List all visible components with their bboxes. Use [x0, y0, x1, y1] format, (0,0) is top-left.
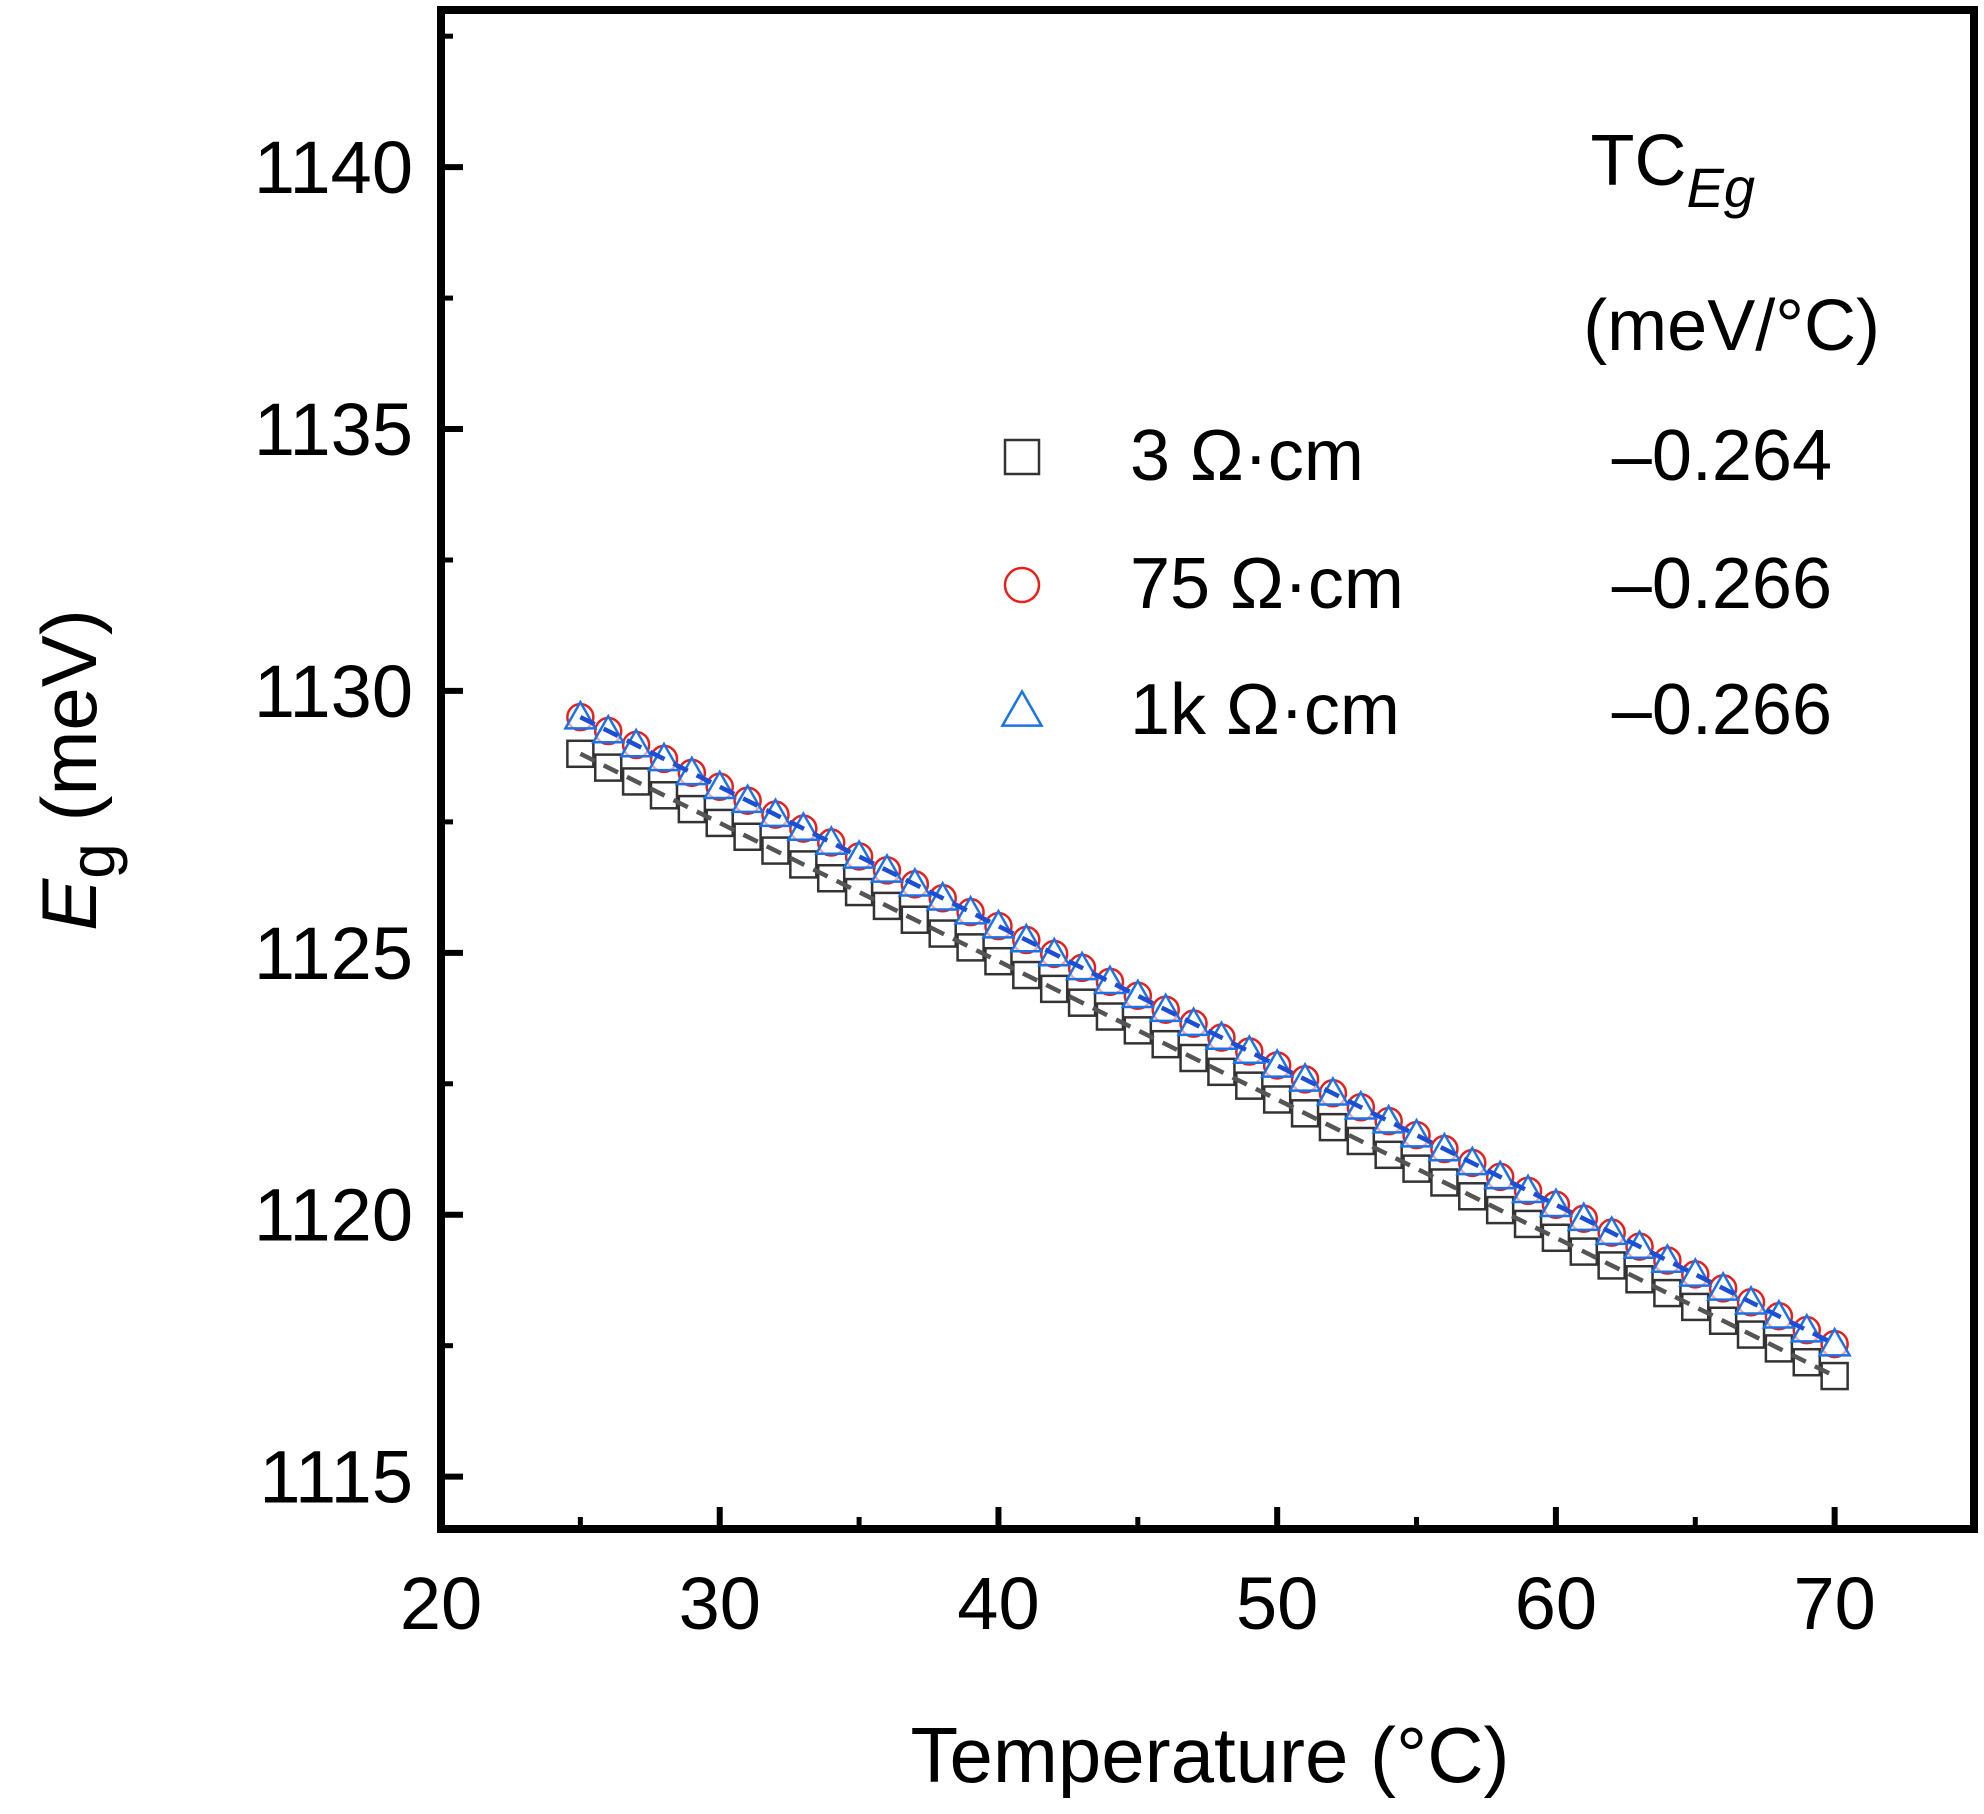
data-point-square: [1653, 1278, 1682, 1308]
data-point-square: [816, 863, 846, 893]
data-point-square: [1597, 1251, 1626, 1280]
y-tick-label: 1135: [254, 388, 413, 471]
legend-items: 3 Ω·cm –0.264 75 Ω·cm –0.266 1k Ω·cm –0.266: [1000, 416, 1832, 750]
data-point-square: [1625, 1265, 1654, 1294]
data-point-square: [1708, 1306, 1738, 1335]
series-triangle: [563, 699, 1852, 1357]
data-point-square: [1820, 1361, 1849, 1391]
legend-label: 3 Ω·cm: [1130, 416, 1364, 496]
legend-tc-value: –0.266: [1612, 670, 1832, 750]
y-tick-label: 1125: [254, 912, 413, 995]
data-point-square: [1681, 1292, 1710, 1322]
y-axis-title: Eg (meV): [25, 609, 128, 931]
data-point-square: [956, 933, 985, 962]
data-point-square: [621, 767, 651, 796]
data-point-square: [677, 794, 707, 824]
axes: 20 30 40 50 60 70 1115 1120 1125 1130 1135 1140: [254, 33, 1876, 1645]
y-axis-symbol: E: [25, 878, 113, 931]
plot-frame: [437, 6, 1978, 1533]
legend: TCEg (meV/°C) 3 Ω·cm –0.264 75 Ω·cm –0.266 1…: [1000, 121, 1880, 750]
x-tick-label: 30: [679, 1562, 761, 1645]
data-point-square: [761, 836, 790, 865]
data-point-square: [789, 850, 818, 879]
data-point-square: [1262, 1085, 1292, 1114]
data-point-square: [1039, 974, 1069, 1004]
data-point-square: [1485, 1195, 1515, 1225]
data-point-square: [566, 739, 595, 769]
x-tick-label: 70: [1793, 1562, 1875, 1645]
x-tick-label: 40: [957, 1562, 1039, 1645]
y-tick-label: 1140: [254, 126, 413, 209]
legend-header-subscript: Eg: [1687, 156, 1756, 219]
data-point-triangle: [1817, 1326, 1852, 1357]
y-tick-label: 1130: [254, 650, 413, 733]
data-point-square: [1067, 988, 1097, 1017]
data-point-square: [928, 919, 957, 948]
y-axis-subscript: g: [56, 843, 128, 879]
y-axis-unit: (meV): [25, 609, 113, 843]
legend-marker-circle: [1003, 566, 1041, 604]
legend-tc-value: –0.266: [1612, 544, 1832, 624]
data-point-square: [705, 808, 734, 838]
legend-header-main: TC: [1591, 121, 1687, 201]
x-tick-label: 20: [400, 1562, 482, 1645]
data-point-square: [1430, 1168, 1459, 1197]
data-point-square: [1179, 1043, 1208, 1073]
data-point-square: [593, 753, 623, 782]
data-point-square: [1374, 1140, 1403, 1170]
data-point-square: [1736, 1320, 1766, 1349]
data-point-square: [1458, 1182, 1487, 1211]
data-point-square: [1095, 1002, 1125, 1031]
x-axis-title: Temperature (°C): [910, 1711, 1509, 1799]
data-point-square: [844, 877, 874, 907]
data-point-square: [1402, 1154, 1431, 1183]
data-point-square: [872, 891, 902, 921]
data-point-square: [1569, 1237, 1599, 1266]
data-point-square: [900, 905, 930, 934]
data-point-square: [1513, 1209, 1543, 1239]
plot-area: [563, 699, 1852, 1391]
legend-marker-square: [1003, 438, 1041, 476]
legend-tc-value: –0.264: [1612, 416, 1832, 496]
legend-header-unit: (meV/°C): [1583, 286, 1880, 366]
data-point-square: [1012, 960, 1041, 990]
legend-header: TCEg: [1591, 121, 1755, 219]
data-point-square: [649, 781, 679, 810]
data-point-square: [733, 822, 762, 852]
data-point-square: [1151, 1029, 1180, 1059]
data-point-square: [1290, 1099, 1320, 1128]
x-tick-label: 60: [1515, 1562, 1597, 1645]
x-tick-label: 50: [1236, 1562, 1318, 1645]
legend-marker-triangle: [1000, 688, 1044, 727]
data-point-square: [1541, 1223, 1571, 1253]
data-point-square: [1764, 1334, 1794, 1363]
y-tick-label: 1115: [259, 1436, 413, 1519]
legend-label: 1k Ω·cm: [1130, 670, 1400, 750]
data-point-square: [1318, 1112, 1348, 1142]
data-point-square: [984, 946, 1013, 976]
legend-label: 75 Ω·cm: [1130, 544, 1404, 624]
data-point-square: [1235, 1071, 1264, 1100]
data-point-square: [1207, 1057, 1236, 1087]
data-point-square: [1792, 1347, 1822, 1377]
y-tick-label: 1120: [254, 1174, 413, 1257]
data-point-square: [1123, 1016, 1153, 1045]
series-square: [566, 739, 1849, 1391]
data-point-square: [1346, 1126, 1376, 1156]
